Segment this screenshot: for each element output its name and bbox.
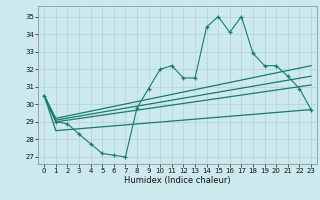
X-axis label: Humidex (Indice chaleur): Humidex (Indice chaleur) (124, 176, 231, 185)
